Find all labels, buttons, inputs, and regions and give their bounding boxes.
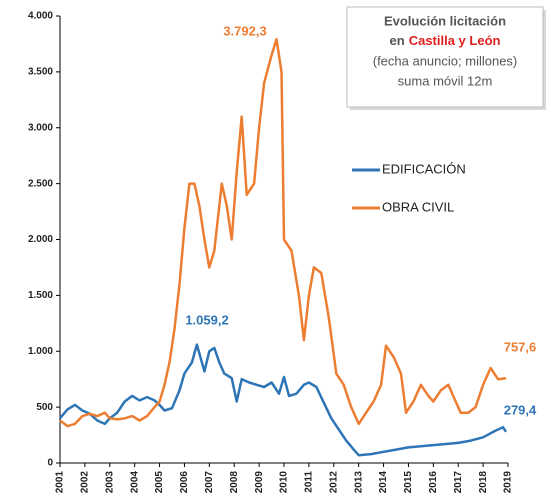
title: Evolución licitación [384,13,506,28]
x-tick-label: 2019 [503,471,514,494]
x-tick-label: 2003 [104,471,115,494]
y-tick-label: 500 [36,402,53,413]
x-tick-label: 2004 [129,471,140,494]
x-tick-label: 2018 [478,471,489,494]
annotation: 1.059,2 [185,312,228,327]
y-tick-label: 4.000 [28,11,53,22]
y-tick-label: 1.500 [28,290,53,301]
annotation: 3.792,3 [223,23,266,38]
annotation: 757,6 [504,339,537,354]
x-tick-label: 2008 [229,471,240,494]
x-tick-label: 2014 [378,471,389,494]
legend-label: OBRA CIVIL [382,199,454,214]
y-tick-label: 0 [47,458,53,469]
title-prefix: en [390,33,405,48]
y-tick-label: 3.000 [28,122,53,133]
plot: 0 500 1.000 1.500 2.000 2.500 3.000 3.500 4.000 2… [28,11,514,494]
x-tick-label: 2012 [328,471,339,494]
x-tick-label: 2011 [304,471,315,493]
x-tick-label: 2013 [353,471,364,494]
y-tick-label: 2.000 [28,234,53,245]
series-line [59,343,508,457]
x-tick-label: 2001 [55,471,66,494]
x-tick-label: 2009 [254,471,265,494]
subtitle: (fecha anuncio; millones) [373,53,518,68]
y-tick-label: 3.500 [28,67,53,78]
x-tick-label: 2002 [80,471,91,494]
y-tick-label: 1.000 [28,346,53,357]
x-tick-label: 2007 [204,471,215,494]
title-highlight: Castilla y León [409,33,501,48]
title-line2: en Castilla y León [390,33,501,48]
x-tick-label: 2015 [403,471,414,494]
x-tick-label: 2006 [179,471,190,494]
title-box [346,6,544,108]
annotation: 279,4 [504,402,537,417]
legend-label: EDIFICACIÓN [382,161,466,176]
subtitle: suma móvil 12m [398,73,493,88]
series-line [59,37,507,428]
x-tick-label: 2005 [154,471,165,494]
x-tick-label: 2017 [453,471,464,494]
x-tick-label: 2016 [428,471,439,494]
x-tick-label: 2010 [279,471,290,494]
y-tick-label: 2.500 [28,178,53,189]
